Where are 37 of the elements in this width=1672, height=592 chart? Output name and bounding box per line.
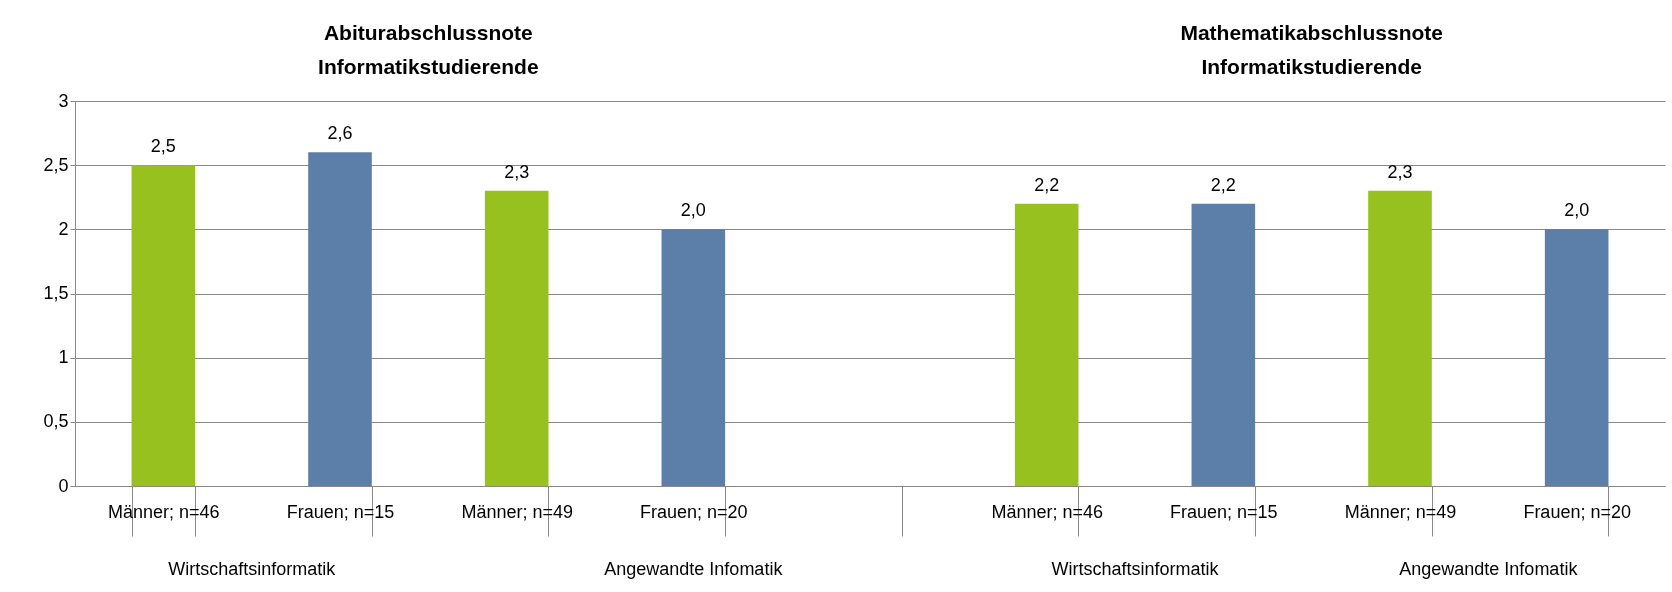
data-label: 2,2 — [1034, 174, 1060, 195]
data-label: 2,5 — [150, 136, 176, 157]
bar — [131, 165, 196, 486]
data-label: 2,2 — [1210, 174, 1236, 195]
data-label: 2,3 — [504, 161, 530, 182]
y-tick-label: 2 — [58, 218, 69, 239]
bar — [1544, 229, 1609, 486]
x-tick-label: Frauen; n=20 — [1523, 501, 1631, 522]
y-tick-label: 0,5 — [43, 411, 69, 432]
y-tick-label: 0 — [58, 475, 69, 496]
text: Wirtschaftsinformatik — [1051, 559, 1220, 579]
bar — [661, 229, 726, 486]
text: Wirtschaftsinformatik — [168, 559, 337, 579]
text: Mathematikabschlussnote Informatikstudierende — [1180, 21, 1443, 78]
data-label: 2,0 — [680, 200, 706, 221]
y-tick-label: 2,5 — [43, 154, 69, 175]
text: Angewandte Infomatik — [1399, 559, 1579, 579]
x-tick-label: Männer; n=46 — [108, 501, 220, 522]
data-label: 2,6 — [327, 123, 353, 144]
x-tick-label: Frauen; n=15 — [1170, 501, 1278, 522]
y-tick-label: 1 — [58, 347, 69, 368]
x-tick-label: Frauen; n=15 — [286, 501, 395, 522]
data-label: 2,3 — [1387, 161, 1413, 182]
bar — [1368, 190, 1432, 486]
bar — [1014, 203, 1079, 486]
x-tick-label: Frauen; n=20 — [640, 501, 748, 522]
x-tick-label: Männer; n=49 — [461, 501, 573, 522]
text: Abiturabschlussnote Informatikstudierende — [318, 21, 539, 78]
bar — [308, 152, 372, 486]
data-label: 2,0 — [1564, 200, 1590, 221]
y-tick-label: 3 — [58, 90, 69, 111]
x-tick-label: Männer; n=49 — [1344, 501, 1457, 522]
bar — [1191, 203, 1256, 486]
bar — [484, 190, 549, 486]
y-tick-label: 1,5 — [43, 283, 69, 303]
text: Angewandte Infomatik — [604, 559, 784, 579]
x-tick-label: Männer; n=46 — [991, 501, 1103, 522]
